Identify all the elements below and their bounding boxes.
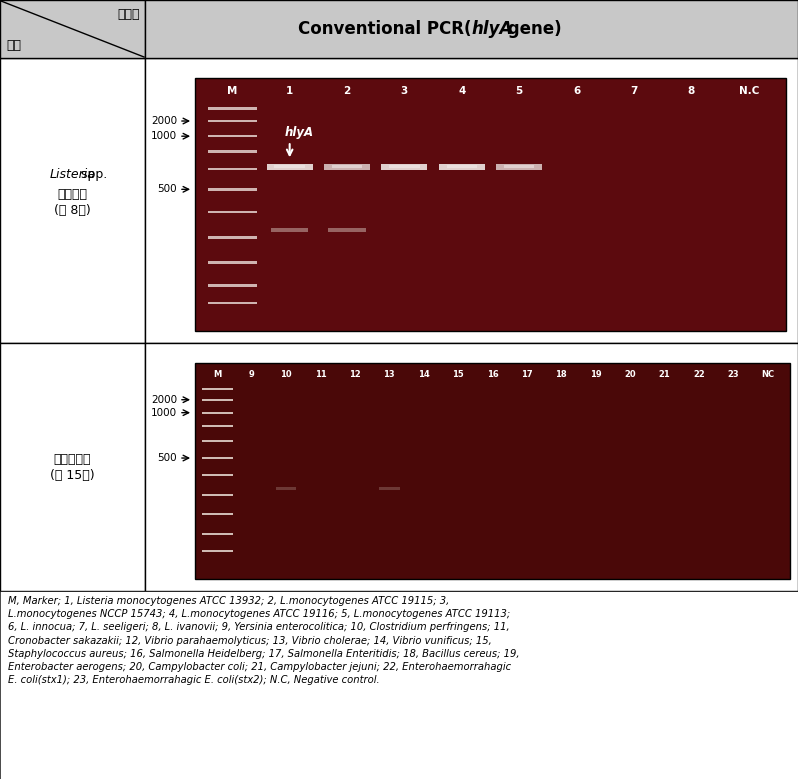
Bar bbox=[208, 150, 257, 153]
Text: hlyA: hlyA bbox=[472, 20, 513, 38]
Text: N.C: N.C bbox=[738, 86, 759, 96]
Text: 12: 12 bbox=[349, 370, 361, 379]
Text: 3: 3 bbox=[401, 86, 408, 96]
Bar bbox=[276, 487, 297, 490]
Text: 균주: 균주 bbox=[6, 39, 21, 52]
Bar bbox=[267, 164, 313, 170]
Text: 20: 20 bbox=[624, 370, 636, 379]
Text: 비목적균주: 비목적균주 bbox=[53, 453, 91, 466]
Bar bbox=[208, 120, 257, 122]
Text: 8: 8 bbox=[688, 86, 695, 96]
Text: 500: 500 bbox=[157, 185, 177, 194]
Text: 2000: 2000 bbox=[151, 116, 177, 126]
Bar bbox=[202, 513, 233, 515]
Bar bbox=[208, 262, 257, 264]
Text: 2000: 2000 bbox=[151, 395, 177, 405]
Bar bbox=[208, 188, 257, 191]
Bar bbox=[202, 411, 233, 414]
Text: M: M bbox=[213, 370, 222, 379]
Text: 15: 15 bbox=[452, 370, 464, 379]
Text: 1000: 1000 bbox=[151, 131, 177, 141]
Bar bbox=[447, 165, 477, 168]
Text: gene): gene) bbox=[501, 20, 561, 38]
Bar bbox=[379, 487, 400, 490]
Bar bbox=[202, 474, 233, 476]
Text: 23: 23 bbox=[728, 370, 739, 379]
Text: 19: 19 bbox=[590, 370, 602, 379]
Bar bbox=[202, 457, 233, 459]
Bar bbox=[332, 165, 362, 168]
Text: spp.: spp. bbox=[38, 167, 108, 181]
Bar bbox=[195, 363, 790, 579]
Bar bbox=[271, 227, 308, 232]
Bar bbox=[195, 78, 786, 331]
Text: 1: 1 bbox=[286, 86, 294, 96]
Bar bbox=[202, 550, 233, 552]
Bar bbox=[202, 440, 233, 442]
Text: (총 8주): (총 8주) bbox=[54, 204, 91, 217]
Bar bbox=[202, 425, 233, 427]
Text: 11: 11 bbox=[314, 370, 326, 379]
Text: 7: 7 bbox=[630, 86, 638, 96]
Bar bbox=[208, 302, 257, 305]
Bar bbox=[439, 164, 484, 170]
Text: 9: 9 bbox=[249, 370, 255, 379]
Bar bbox=[504, 165, 535, 168]
Text: 500: 500 bbox=[157, 453, 177, 463]
Bar bbox=[0, 58, 145, 343]
Text: 18: 18 bbox=[555, 370, 567, 379]
Text: 시험법: 시험법 bbox=[117, 8, 140, 21]
Text: 13: 13 bbox=[384, 370, 395, 379]
Text: hlyA: hlyA bbox=[285, 126, 314, 139]
Text: 10: 10 bbox=[280, 370, 292, 379]
Text: 17: 17 bbox=[521, 370, 533, 379]
Bar bbox=[329, 227, 365, 232]
Bar bbox=[208, 284, 257, 287]
Bar bbox=[496, 164, 542, 170]
Bar bbox=[0, 591, 798, 779]
Bar bbox=[381, 164, 428, 170]
Bar bbox=[208, 211, 257, 213]
Bar bbox=[208, 167, 257, 171]
Bar bbox=[202, 533, 233, 534]
Text: 22: 22 bbox=[693, 370, 705, 379]
Text: Listeria: Listeria bbox=[49, 167, 96, 181]
Bar bbox=[145, 58, 798, 343]
Text: 표준균주: 표준균주 bbox=[57, 188, 88, 201]
Bar bbox=[0, 343, 145, 591]
Text: 6: 6 bbox=[573, 86, 580, 96]
Bar bbox=[208, 135, 257, 137]
Text: Conventional PCR(: Conventional PCR( bbox=[298, 20, 472, 38]
Bar bbox=[208, 236, 257, 238]
Bar bbox=[145, 0, 798, 58]
Text: 1000: 1000 bbox=[151, 407, 177, 418]
Text: M: M bbox=[227, 86, 238, 96]
Bar bbox=[145, 343, 798, 591]
Text: 16: 16 bbox=[487, 370, 499, 379]
Text: 2: 2 bbox=[343, 86, 350, 96]
Bar bbox=[202, 494, 233, 495]
Text: (총 15주): (총 15주) bbox=[50, 468, 95, 481]
Text: M, Marker; 1, Listeria monocytogenes ATCC 13932; 2, L.monocytogenes ATCC 19115; : M, Marker; 1, Listeria monocytogenes ATC… bbox=[8, 596, 519, 686]
Bar bbox=[208, 107, 257, 110]
Text: NC: NC bbox=[761, 370, 774, 379]
Bar bbox=[389, 165, 420, 168]
Text: 5: 5 bbox=[516, 86, 523, 96]
Bar bbox=[0, 0, 145, 58]
Text: 14: 14 bbox=[418, 370, 429, 379]
Bar bbox=[202, 399, 233, 400]
Text: 4: 4 bbox=[458, 86, 465, 96]
Bar bbox=[275, 165, 305, 168]
Text: 21: 21 bbox=[658, 370, 670, 379]
Bar bbox=[202, 388, 233, 390]
Bar bbox=[324, 164, 370, 170]
